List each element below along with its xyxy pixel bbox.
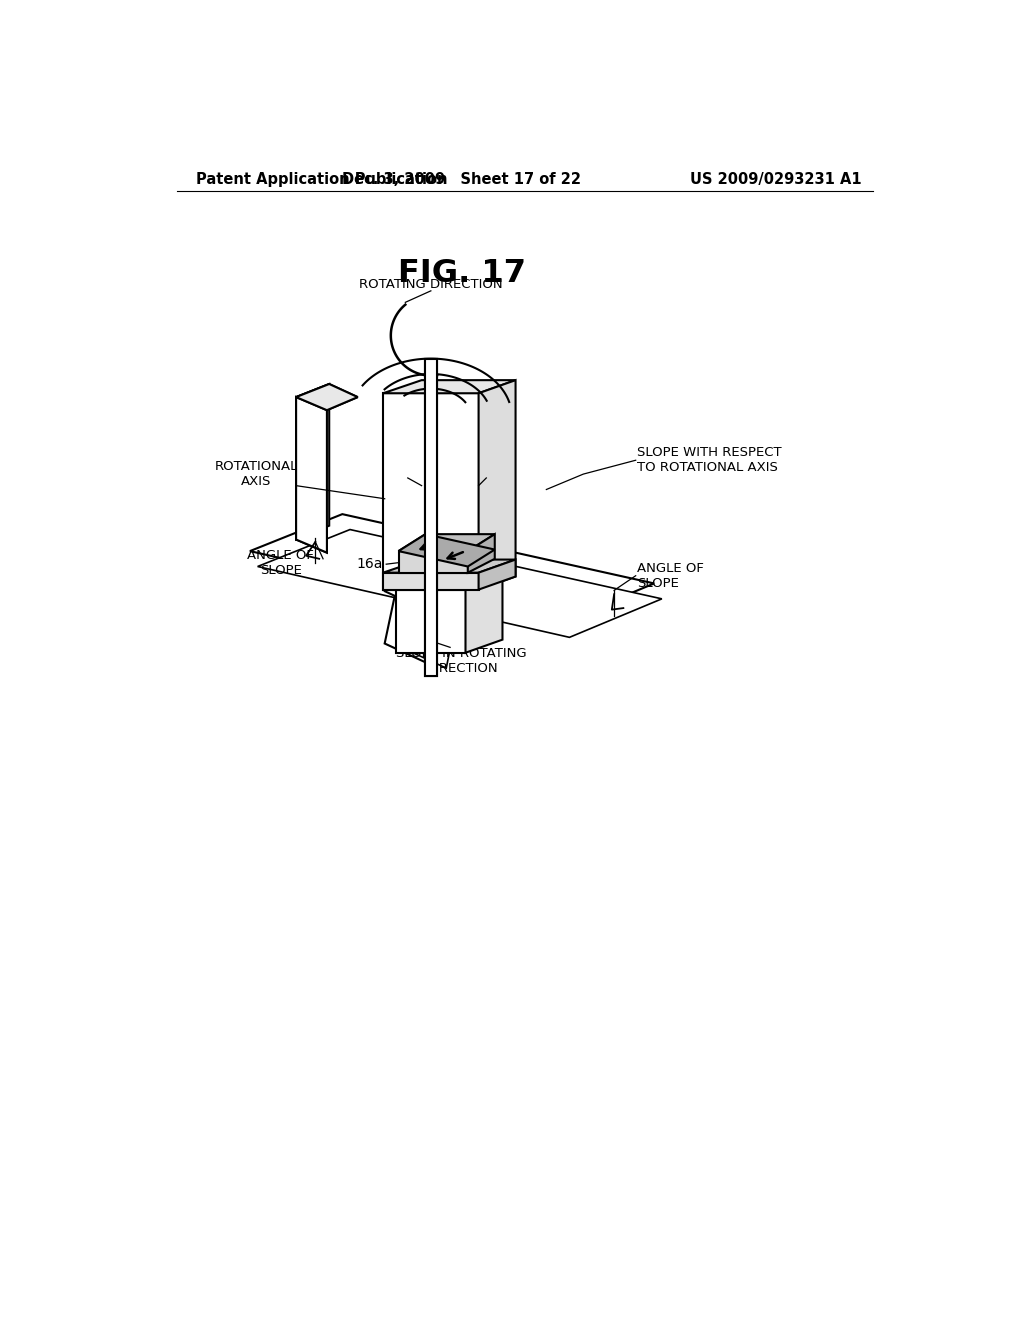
Text: FIG. 17: FIG. 17 bbox=[397, 259, 525, 289]
Text: SLOPE WITH RESPECT
TO ROTATIONAL AXIS: SLOPE WITH RESPECT TO ROTATIONAL AXIS bbox=[637, 446, 782, 474]
Text: SLOPE IN ROTATING
DIRECTION: SLOPE IN ROTATING DIRECTION bbox=[396, 647, 527, 676]
Text: ROTATING DIRECTION: ROTATING DIRECTION bbox=[359, 277, 503, 290]
Polygon shape bbox=[385, 444, 477, 667]
Polygon shape bbox=[398, 535, 495, 552]
Polygon shape bbox=[383, 573, 478, 590]
Text: Patent Application Publication: Patent Application Publication bbox=[196, 173, 447, 187]
Polygon shape bbox=[478, 560, 515, 590]
Polygon shape bbox=[296, 397, 327, 553]
Text: ROTATIONAL
AXIS: ROTATIONAL AXIS bbox=[214, 461, 298, 488]
Polygon shape bbox=[383, 393, 478, 590]
Text: 16b: 16b bbox=[488, 469, 515, 483]
Polygon shape bbox=[468, 535, 495, 573]
Text: Dec. 3, 2009   Sheet 17 of 22: Dec. 3, 2009 Sheet 17 of 22 bbox=[342, 173, 582, 187]
Polygon shape bbox=[296, 384, 357, 411]
Polygon shape bbox=[478, 380, 515, 590]
Polygon shape bbox=[425, 359, 437, 676]
Polygon shape bbox=[296, 384, 330, 540]
Text: US 2009/0293231 A1: US 2009/0293231 A1 bbox=[690, 173, 862, 187]
Text: 16a: 16a bbox=[356, 557, 383, 572]
Polygon shape bbox=[296, 502, 315, 540]
Polygon shape bbox=[258, 529, 662, 638]
Polygon shape bbox=[466, 577, 503, 653]
Polygon shape bbox=[396, 445, 486, 668]
Polygon shape bbox=[398, 535, 495, 566]
Polygon shape bbox=[398, 552, 468, 573]
Text: 16: 16 bbox=[386, 469, 403, 483]
Polygon shape bbox=[250, 515, 654, 622]
Polygon shape bbox=[425, 359, 437, 676]
Polygon shape bbox=[385, 396, 477, 597]
Polygon shape bbox=[396, 590, 466, 653]
Polygon shape bbox=[383, 560, 515, 573]
Polygon shape bbox=[383, 380, 515, 393]
Text: ANGLE OF
SLOPE: ANGLE OF SLOPE bbox=[247, 549, 314, 577]
Polygon shape bbox=[296, 397, 327, 553]
Polygon shape bbox=[296, 384, 357, 411]
Text: ANGLE OF
SLOPE: ANGLE OF SLOPE bbox=[637, 562, 705, 590]
